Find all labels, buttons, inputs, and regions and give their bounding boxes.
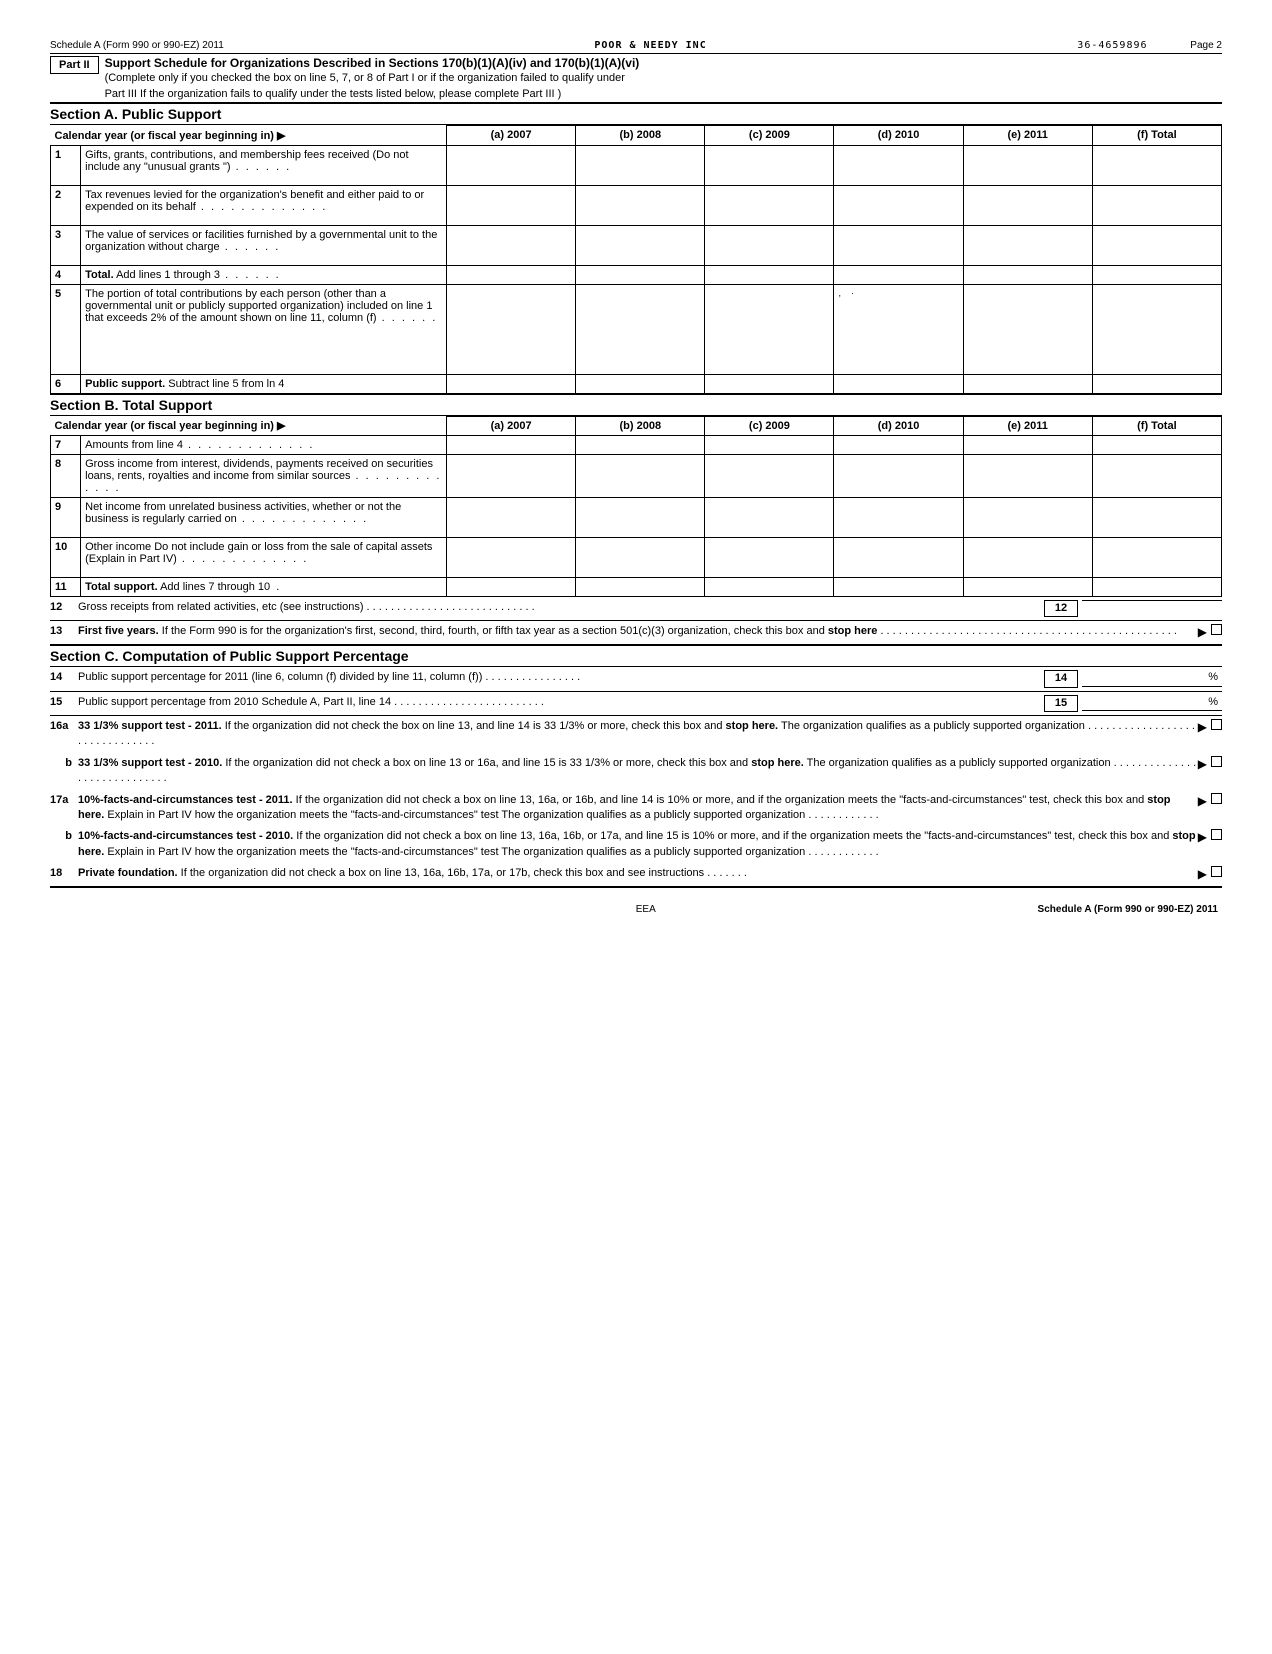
line-17b: b 10%-facts-and-circumstances test - 201… — [50, 826, 1222, 863]
line-17a: 17a 10%-facts-and-circumstances test - 2… — [50, 790, 1222, 827]
line-17a-checkbox[interactable] — [1211, 793, 1222, 804]
line-16a-checkbox[interactable] — [1211, 719, 1222, 730]
line-13-checkbox[interactable] — [1211, 624, 1222, 635]
col-f: (f) Total — [1092, 416, 1221, 436]
table-row: 4 Total. Add lines 1 through 3 — [51, 265, 1222, 284]
part-label: Part II — [50, 56, 99, 74]
line-15-box: 15 — [1044, 695, 1078, 712]
table-row: 10 Other income Do not include gain or l… — [51, 538, 1222, 578]
arrow-icon: ▶ — [1198, 719, 1207, 736]
table-row: 9 Net income from unrelated business act… — [51, 498, 1222, 538]
line-12: 12 Gross receipts from related activitie… — [50, 597, 1222, 621]
line-15: 15 Public support percentage from 2010 S… — [50, 692, 1222, 716]
section-a-header: Section A. Public Support — [50, 103, 1222, 125]
line-14-box: 14 — [1044, 670, 1078, 687]
part-subtitle-1: (Complete only if you checked the box on… — [105, 70, 1222, 86]
col-b: (b) 2008 — [576, 126, 705, 146]
line-12-box: 12 — [1044, 600, 1078, 617]
col-b: (b) 2008 — [576, 416, 705, 436]
section-a-year-label: Calendar year (or fiscal year beginning … — [55, 130, 274, 142]
section-b-table: Calendar year (or fiscal year beginning … — [50, 416, 1222, 598]
table-row: 11 Total support. Add lines 7 through 10… — [51, 578, 1222, 597]
col-f: (f) Total — [1092, 126, 1221, 146]
table-row: 1 Gifts, grants, contributions, and memb… — [51, 145, 1222, 185]
line-18: 18 Private foundation. If the organizati… — [50, 863, 1222, 888]
section-b-year-label: Calendar year (or fiscal year beginning … — [55, 420, 274, 432]
page-footer: EEA Schedule A (Form 990 or 990-EZ) 2011 — [50, 904, 1222, 915]
line-15-value[interactable]: % — [1082, 695, 1222, 711]
arrow-icon: ▶ — [1198, 756, 1207, 773]
line-14-value[interactable]: % — [1082, 670, 1222, 686]
col-c: (c) 2009 — [705, 126, 834, 146]
table-row: 3 The value of services or facilities fu… — [51, 225, 1222, 265]
org-name: POOR & NEEDY INC — [594, 40, 706, 51]
table-row: 5 The portion of total contributions by … — [51, 284, 1222, 374]
line-12-value[interactable] — [1082, 600, 1222, 601]
line-16a: 16a 33 1/3% support test - 2011. If the … — [50, 716, 1222, 753]
footer-eea: EEA — [636, 904, 656, 915]
line-16b: b 33 1/3% support test - 2010. If the or… — [50, 753, 1222, 790]
col-e: (e) 2011 — [963, 126, 1092, 146]
schedule-text: Schedule A (Form 990 or 990-EZ) 2011 — [50, 40, 224, 51]
table-row: 8 Gross income from interest, dividends,… — [51, 455, 1222, 498]
section-c-header: Section C. Computation of Public Support… — [50, 645, 1222, 667]
part-title: Support Schedule for Organizations Descr… — [105, 56, 1222, 70]
arrow-icon: ▶ — [1198, 624, 1207, 641]
table-row: 7 Amounts from line 4 — [51, 436, 1222, 455]
line-16b-checkbox[interactable] — [1211, 756, 1222, 767]
col-a: (a) 2007 — [447, 126, 576, 146]
section-b-header: Section B. Total Support — [50, 394, 1222, 416]
arrow-icon: ▶ — [1198, 829, 1207, 846]
footer-form: Schedule A (Form 990 or 990-EZ) 2011 — [1038, 904, 1218, 915]
arrow-icon: ▶ — [1198, 793, 1207, 810]
table-row: 2 Tax revenues levied for the organizati… — [51, 185, 1222, 225]
line-13: 13 First five years. If the Form 990 is … — [50, 621, 1222, 645]
line-14: 14 Public support percentage for 2011 (l… — [50, 667, 1222, 691]
arrow-icon: ▶ — [1198, 866, 1207, 883]
form-header: Schedule A (Form 990 or 990-EZ) 2011 POO… — [50, 40, 1222, 54]
part-2-header: Part II Support Schedule for Organizatio… — [50, 56, 1222, 103]
table-row: 6 Public support. Subtract line 5 from l… — [51, 374, 1222, 393]
line-17b-checkbox[interactable] — [1211, 829, 1222, 840]
part-subtitle-2: Part III If the organization fails to qu… — [105, 86, 1222, 102]
col-d: (d) 2010 — [834, 126, 963, 146]
page-number: Page 2 — [1190, 40, 1222, 51]
col-e: (e) 2011 — [963, 416, 1092, 436]
section-a-table: Calendar year (or fiscal year beginning … — [50, 125, 1222, 394]
col-d: (d) 2010 — [834, 416, 963, 436]
col-a: (a) 2007 — [447, 416, 576, 436]
line-18-checkbox[interactable] — [1211, 866, 1222, 877]
ein: 36-4659896 — [1077, 40, 1147, 51]
col-c: (c) 2009 — [705, 416, 834, 436]
